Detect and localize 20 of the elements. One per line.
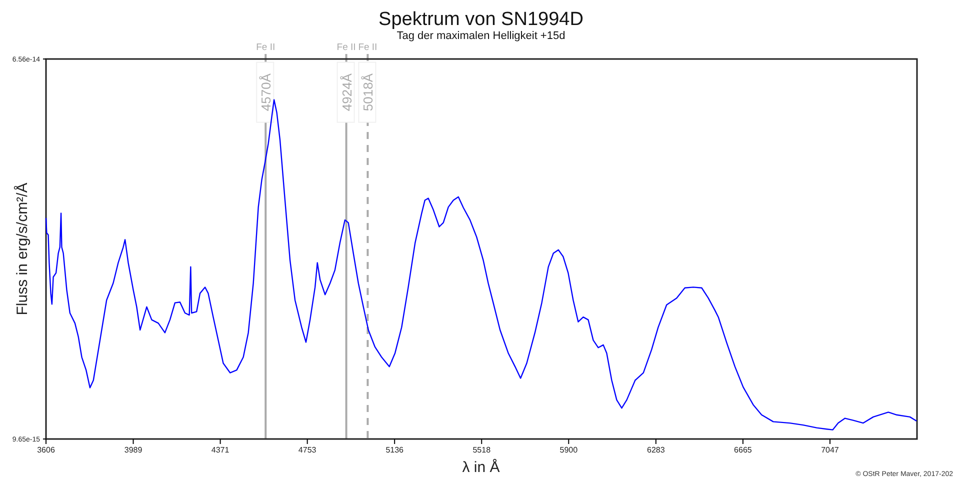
- annotation: 4924Å: [339, 73, 354, 112]
- x-tick-label: 4753: [298, 446, 317, 455]
- x-axis-title: λ in Å: [462, 458, 500, 476]
- x-tick-label: 7047: [821, 446, 840, 455]
- ref-line-label: Fe II: [358, 42, 378, 53]
- x-tick-label: 6665: [734, 446, 752, 455]
- x-tick-label: 3606: [37, 446, 56, 455]
- ref-line-label: Fe II: [256, 42, 276, 53]
- x-tick-label: 5900: [560, 446, 578, 455]
- annotation: 4570Å: [258, 73, 274, 112]
- x-tick-label: 3989: [124, 446, 143, 455]
- annotation: 5018Å: [360, 73, 376, 112]
- chart-title: Spektrum von SN1994D: [378, 9, 584, 30]
- x-tick-label: 6283: [647, 446, 666, 455]
- x-tick-label: 5136: [386, 446, 404, 455]
- x-tick-label: 5518: [472, 446, 492, 455]
- x-tick-label: 4371: [211, 446, 230, 455]
- chart-subtitle: Tag der maximalen Helligkeit +15d: [396, 30, 566, 42]
- ref-line-label: Fe II: [336, 42, 356, 53]
- y-axis-title: Fluss in erg/s/cm²/Å: [13, 182, 31, 316]
